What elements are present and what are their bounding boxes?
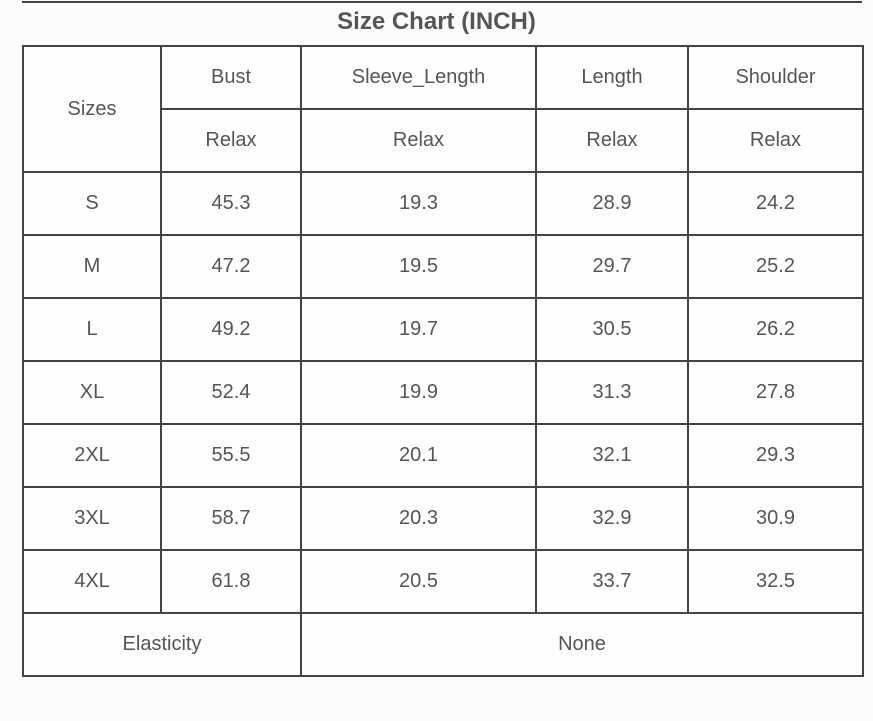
value-cell: 33.7 — [535, 549, 689, 614]
header-cell: Bust — [160, 45, 302, 110]
data-row: L 49.2 19.7 30.5 26.2 — [22, 297, 864, 362]
size-cell: M — [22, 234, 162, 299]
data-row: XL 52.4 19.9 31.3 27.8 — [22, 360, 864, 425]
footer-value: None — [300, 612, 864, 677]
size-cell: 2XL — [22, 423, 162, 488]
value-cell: 20.1 — [300, 423, 537, 488]
data-row: 4XL 61.8 20.5 33.7 32.5 — [22, 549, 864, 614]
value-cell: 30.9 — [687, 486, 864, 551]
value-cell: 25.2 — [687, 234, 864, 299]
size-cell: S — [22, 171, 162, 236]
value-cell: 47.2 — [160, 234, 302, 299]
header-cell: Length — [535, 45, 689, 110]
value-cell: 31.3 — [535, 360, 689, 425]
value-cell: 30.5 — [535, 297, 689, 362]
size-cell: 3XL — [22, 486, 162, 551]
top-rule — [22, 1, 862, 3]
size-table: Sizes Bust Sleeve_Length Length Shoulder Rela… — [22, 45, 864, 677]
subheader-cell: Relax — [160, 108, 302, 173]
value-cell: 61.8 — [160, 549, 302, 614]
value-cell: 26.2 — [687, 297, 864, 362]
data-row: 2XL 55.5 20.1 32.1 29.3 — [22, 423, 864, 488]
header-cell: Shoulder — [687, 45, 864, 110]
subheader-cell: Relax — [535, 108, 689, 173]
value-cell: 24.2 — [687, 171, 864, 236]
subheader-row: Relax Relax Relax Relax — [23, 108, 864, 173]
value-cell: 32.5 — [687, 549, 864, 614]
value-cell: 32.9 — [535, 486, 689, 551]
subheader-cell: Relax — [687, 108, 864, 173]
value-cell: 29.7 — [535, 234, 689, 299]
value-cell: 19.9 — [300, 360, 537, 425]
value-cell: 29.3 — [687, 423, 864, 488]
value-cell: 52.4 — [160, 360, 302, 425]
value-cell: 45.3 — [160, 171, 302, 236]
data-row: 3XL 58.7 20.3 32.9 30.9 — [22, 486, 864, 551]
data-row: S 45.3 19.3 28.9 24.2 — [22, 171, 864, 236]
value-cell: 58.7 — [160, 486, 302, 551]
size-cell: 4XL — [22, 549, 162, 614]
data-row: M 47.2 19.5 29.7 25.2 — [22, 234, 864, 299]
footer-row: Elasticity None — [22, 612, 864, 677]
size-cell: XL — [22, 360, 162, 425]
value-cell: 19.3 — [300, 171, 537, 236]
value-cell: 32.1 — [535, 423, 689, 488]
value-cell: 49.2 — [160, 297, 302, 362]
value-cell: 20.5 — [300, 549, 537, 614]
header-cell: Sizes — [22, 45, 162, 173]
footer-label: Elasticity — [22, 612, 302, 677]
title: Size Chart (INCH) — [337, 8, 536, 35]
value-cell: 28.9 — [535, 171, 689, 236]
size-cell: L — [22, 297, 162, 362]
header-row: Sizes Bust Sleeve_Length Length Shoulder — [22, 45, 864, 173]
value-cell: 19.5 — [300, 234, 537, 299]
value-cell: 19.7 — [300, 297, 537, 362]
value-cell: 55.5 — [160, 423, 302, 488]
subheader-cell: Relax — [300, 108, 537, 173]
value-cell: 20.3 — [300, 486, 537, 551]
header-cell: Sleeve_Length — [300, 45, 537, 110]
value-cell: 27.8 — [687, 360, 864, 425]
